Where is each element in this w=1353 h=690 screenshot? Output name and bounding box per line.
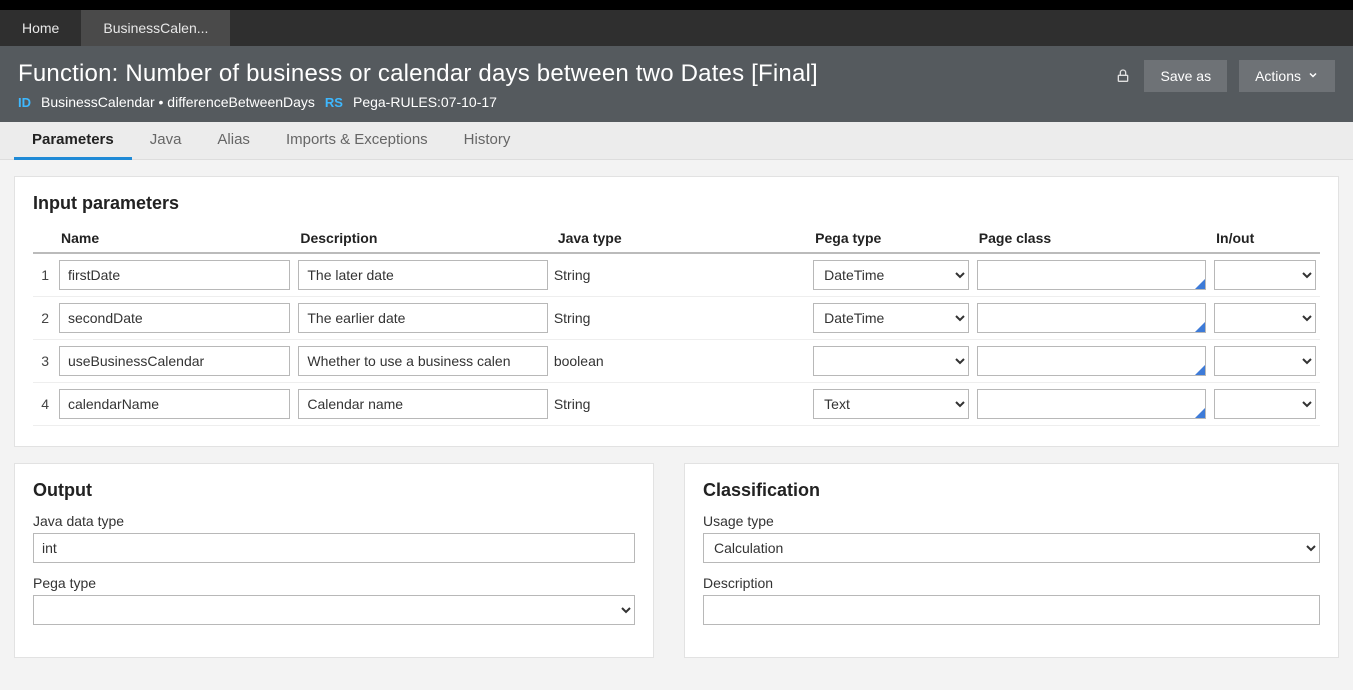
tab-alias[interactable]: Alias (199, 122, 268, 160)
col-header-in-out: In/out (1210, 226, 1320, 253)
param-java-type: String (552, 297, 809, 340)
row-number: 3 (33, 340, 55, 383)
lock-icon (1114, 67, 1132, 85)
rs-value: Pega-RULES:07-10-17 (353, 94, 497, 110)
row-number: 1 (33, 253, 55, 297)
param-description-input[interactable] (298, 346, 547, 376)
nav-tab-label: BusinessCalen... (103, 20, 208, 36)
param-description-input[interactable] (298, 303, 547, 333)
rule-header: Function: Number of business or calendar… (0, 46, 1353, 122)
param-pega-type-select[interactable]: DateTime (813, 303, 969, 333)
chevron-down-icon (1307, 69, 1319, 84)
param-in-out-select[interactable] (1214, 303, 1316, 333)
tab-java[interactable]: Java (132, 122, 200, 160)
actions-button[interactable]: Actions (1239, 60, 1335, 92)
param-description-input[interactable] (298, 260, 547, 290)
param-name-input[interactable] (59, 260, 290, 290)
output-title: Output (33, 480, 635, 501)
table-header-row: Name Description Java type Pega type Pag… (33, 226, 1320, 253)
java-data-type-input[interactable] (33, 533, 635, 563)
param-java-type: String (552, 383, 809, 426)
tab-imports-exceptions[interactable]: Imports & Exceptions (268, 122, 446, 160)
col-header-description: Description (294, 226, 551, 253)
tab-label: History (464, 131, 511, 148)
row-number: 4 (33, 383, 55, 426)
classification-description-input[interactable] (703, 595, 1320, 625)
table-row[interactable]: 3 boolean (33, 340, 1320, 383)
usage-type-select[interactable]: Calculation (703, 533, 1320, 563)
input-parameters-panel: Input parameters Name Description Java t… (14, 176, 1339, 447)
tab-label: Java (150, 131, 182, 148)
id-badge: ID (18, 95, 31, 110)
table-row[interactable]: 1 StringDateTime (33, 253, 1320, 297)
tab-history[interactable]: History (446, 122, 529, 160)
nav-tab-businesscalendar[interactable]: BusinessCalen... (81, 10, 230, 46)
usage-type-label: Usage type (703, 513, 1320, 529)
tab-parameters[interactable]: Parameters (14, 122, 132, 160)
save-as-button[interactable]: Save as (1144, 60, 1227, 92)
actions-label: Actions (1255, 68, 1301, 84)
output-panel: Output Java data type Pega type (14, 463, 654, 658)
col-header-page-class: Page class (973, 226, 1210, 253)
content-area: Input parameters Name Description Java t… (0, 160, 1353, 690)
table-row[interactable]: 2 StringDateTime (33, 297, 1320, 340)
classification-description-label: Description (703, 575, 1320, 591)
nav-tab-label: Home (22, 20, 59, 36)
param-in-out-select[interactable] (1214, 260, 1316, 290)
col-header-java-type: Java type (552, 226, 809, 253)
section-tabs: Parameters Java Alias Imports & Exceptio… (0, 122, 1353, 160)
id-value: BusinessCalendar • differenceBetweenDays (41, 94, 315, 110)
tab-label: Alias (217, 131, 250, 148)
tab-label: Imports & Exceptions (286, 131, 428, 148)
param-page-class-input[interactable] (977, 389, 1206, 419)
rs-badge: RS (325, 95, 343, 110)
output-pega-type-label: Pega type (33, 575, 635, 591)
param-name-input[interactable] (59, 346, 290, 376)
classification-title: Classification (703, 480, 1320, 501)
param-in-out-select[interactable] (1214, 346, 1316, 376)
param-name-input[interactable] (59, 303, 290, 333)
two-column-section: Output Java data type Pega type Classifi… (14, 463, 1339, 674)
nav-tab-home[interactable]: Home (0, 10, 81, 46)
top-strip (0, 0, 1353, 10)
rule-header-left: Function: Number of business or calendar… (18, 60, 818, 110)
save-as-label: Save as (1160, 68, 1211, 84)
nav-tabs-bar: Home BusinessCalen... (0, 10, 1353, 46)
param-java-type: String (552, 253, 809, 297)
col-header-pega-type: Pega type (809, 226, 973, 253)
param-java-type: boolean (552, 340, 809, 383)
rule-subtitle: ID BusinessCalendar • differenceBetweenD… (18, 94, 818, 110)
param-name-input[interactable] (59, 389, 290, 419)
param-pega-type-select[interactable]: Text (813, 389, 969, 419)
param-page-class-input[interactable] (977, 303, 1206, 333)
row-number: 2 (33, 297, 55, 340)
input-parameters-table: Name Description Java type Pega type Pag… (33, 226, 1320, 426)
param-in-out-select[interactable] (1214, 389, 1316, 419)
col-header-name: Name (55, 226, 294, 253)
param-pega-type-select[interactable] (813, 346, 969, 376)
output-pega-type-select[interactable] (33, 595, 635, 625)
param-description-input[interactable] (298, 389, 547, 419)
param-page-class-input[interactable] (977, 346, 1206, 376)
rule-title: Function: Number of business or calendar… (18, 60, 818, 88)
rule-header-right: Save as Actions (1114, 60, 1335, 92)
java-data-type-label: Java data type (33, 513, 635, 529)
param-page-class-input[interactable] (977, 260, 1206, 290)
param-pega-type-select[interactable]: DateTime (813, 260, 969, 290)
classification-panel: Classification Usage type Calculation De… (684, 463, 1339, 658)
table-row[interactable]: 4 StringText (33, 383, 1320, 426)
tab-label: Parameters (32, 131, 114, 148)
input-parameters-title: Input parameters (33, 193, 1320, 214)
